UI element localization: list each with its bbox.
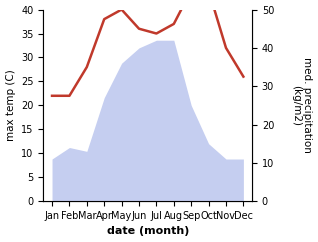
X-axis label: date (month): date (month) [107,227,189,236]
Y-axis label: med. precipitation
(kg/m2): med. precipitation (kg/m2) [291,57,313,153]
Y-axis label: max temp (C): max temp (C) [5,69,16,141]
